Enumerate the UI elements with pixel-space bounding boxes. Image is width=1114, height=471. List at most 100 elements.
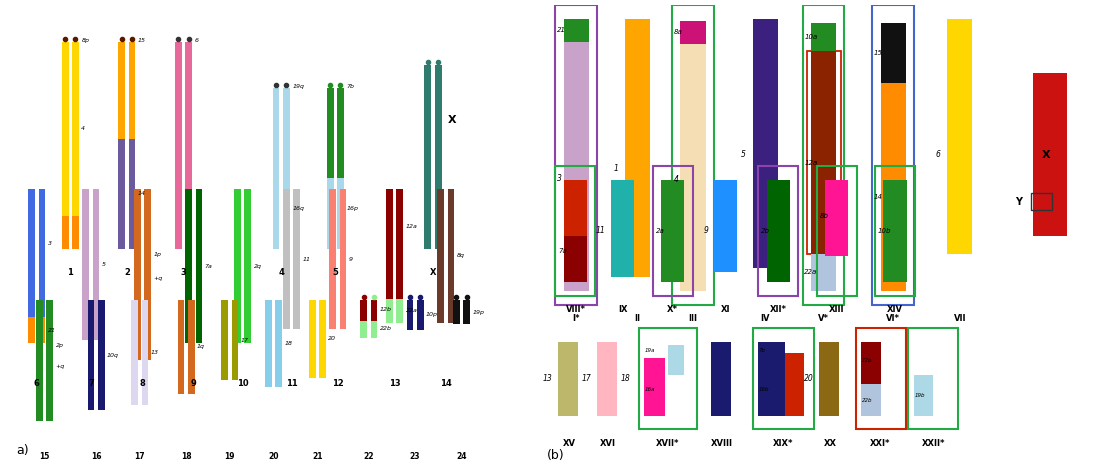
Text: VII: VII	[954, 314, 966, 323]
Bar	[807, 51, 841, 254]
Text: X*: X*	[667, 305, 678, 314]
Text: 5: 5	[332, 268, 339, 277]
Text: 22b: 22b	[380, 326, 392, 331]
Bar	[61, 216, 69, 249]
Bar	[753, 328, 814, 430]
Bar	[825, 180, 849, 256]
Bar	[244, 189, 251, 343]
Bar	[387, 189, 393, 299]
Text: 13: 13	[150, 350, 159, 355]
Bar	[872, 5, 913, 305]
Text: XVIII: XVIII	[711, 439, 733, 447]
Text: 16a: 16a	[645, 387, 655, 392]
Bar	[407, 300, 413, 330]
Text: II: II	[635, 314, 641, 323]
Text: I*: I*	[573, 314, 580, 323]
Bar	[681, 44, 705, 291]
Text: 10b: 10b	[878, 228, 891, 234]
Bar	[1034, 73, 1067, 236]
Text: 12a: 12a	[405, 224, 418, 229]
Bar	[222, 300, 228, 381]
Text: 18: 18	[180, 453, 192, 462]
Bar	[118, 41, 125, 139]
Text: XIV: XIV	[887, 305, 903, 314]
Text: XI: XI	[721, 305, 731, 314]
Text: 4: 4	[674, 175, 678, 184]
Bar	[661, 180, 684, 282]
Bar	[371, 321, 378, 338]
Bar	[436, 65, 442, 249]
Text: 18: 18	[285, 341, 293, 346]
Bar	[338, 88, 344, 178]
Bar	[711, 341, 731, 415]
Text: III: III	[688, 314, 697, 323]
Bar	[811, 23, 837, 51]
Text: XXII*: XXII*	[921, 439, 945, 447]
Text: 9: 9	[190, 379, 197, 388]
Text: 7b: 7b	[759, 348, 765, 353]
Bar	[265, 300, 272, 387]
Bar	[72, 216, 79, 249]
Text: 10: 10	[237, 379, 248, 388]
Bar	[177, 300, 184, 394]
Text: 14: 14	[440, 379, 452, 388]
Text: 22b: 22b	[861, 398, 872, 403]
Bar	[175, 41, 182, 249]
Bar	[820, 341, 839, 415]
Text: 12b: 12b	[861, 357, 872, 363]
Text: 3: 3	[557, 174, 561, 183]
Text: 2q: 2q	[254, 264, 262, 268]
Text: 15: 15	[39, 453, 50, 462]
Bar	[134, 189, 140, 360]
Bar	[803, 5, 844, 305]
Bar	[874, 166, 915, 295]
Bar	[759, 341, 785, 415]
Text: (b): (b)	[547, 449, 565, 462]
Text: X: X	[1042, 150, 1051, 160]
Bar	[144, 189, 150, 360]
Text: 2p: 2p	[56, 343, 63, 349]
Bar	[340, 189, 346, 329]
Text: XXI*: XXI*	[870, 439, 891, 447]
Text: 10q: 10q	[107, 352, 119, 357]
Bar	[785, 353, 804, 415]
Text: a): a)	[17, 444, 29, 457]
Text: 7b: 7b	[346, 84, 354, 89]
Text: 20: 20	[329, 336, 336, 341]
Text: 24: 24	[456, 453, 467, 462]
Text: 8q: 8q	[457, 253, 465, 259]
Bar	[387, 299, 393, 323]
Bar	[92, 189, 99, 340]
Text: 20: 20	[268, 453, 278, 462]
Text: 22a: 22a	[405, 308, 418, 313]
Text: 1: 1	[67, 268, 74, 277]
Bar	[283, 88, 290, 249]
Bar	[612, 180, 634, 277]
Bar	[338, 178, 344, 249]
Bar	[947, 18, 973, 254]
Bar	[141, 300, 148, 405]
Bar	[714, 180, 737, 272]
Text: X: X	[448, 115, 457, 125]
Text: 19a: 19a	[645, 348, 655, 353]
Text: 22: 22	[363, 453, 374, 462]
Bar	[232, 300, 238, 381]
Bar	[275, 300, 282, 387]
Text: 21: 21	[48, 328, 56, 333]
Bar	[188, 300, 195, 394]
Bar	[88, 300, 95, 410]
Text: XIII: XIII	[829, 305, 844, 314]
Bar	[417, 300, 423, 330]
Bar	[913, 375, 934, 415]
Text: 4: 4	[81, 126, 86, 131]
Text: 3: 3	[48, 241, 52, 246]
Text: 10p: 10p	[427, 312, 438, 317]
Text: XVI: XVI	[600, 439, 616, 447]
Text: XIX*: XIX*	[773, 439, 793, 447]
Bar	[672, 5, 714, 305]
Text: 16q: 16q	[292, 206, 304, 211]
Bar	[861, 384, 880, 415]
Bar	[880, 23, 906, 83]
Text: 19p: 19p	[472, 309, 485, 315]
Text: 16: 16	[91, 453, 101, 462]
